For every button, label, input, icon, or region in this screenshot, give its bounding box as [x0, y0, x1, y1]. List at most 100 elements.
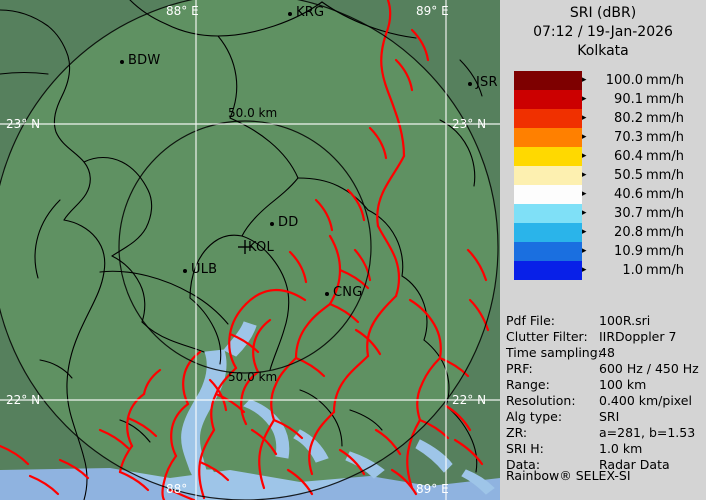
city-dot-jsr — [468, 82, 472, 86]
product-title-block: SRI (dBR) 07:12 / 19-Jan-2026 Kolkata — [500, 4, 706, 61]
metadata-value: a=281, b=1.53 — [599, 425, 696, 440]
legend-swatch-3 — [514, 128, 582, 147]
metadata-table: Pdf File: 100R.sri Clutter Filter: IIRDoppl… — [506, 313, 706, 473]
legend-swatch-6 — [514, 185, 582, 204]
legend-unit: mm/h — [646, 225, 684, 240]
lon-label-bottom-89e: 89° E — [416, 482, 449, 496]
metadata-key: Pdf File: — [506, 313, 555, 328]
legend-tick-5: ▸ 50.5 mm/h — [582, 166, 684, 185]
legend-arrow-icon: ▸ — [582, 227, 587, 237]
range-ring-100km — [0, 0, 499, 500]
legend-arrow-icon: ▸ — [582, 113, 587, 123]
metadata-value: 100 km — [599, 377, 647, 392]
metadata-row: Alg type: SRI — [506, 409, 706, 425]
legend-unit: mm/h — [646, 92, 684, 107]
legend-swatch-9 — [514, 242, 582, 261]
city-dot-bdw — [120, 60, 124, 64]
city-label-krg: KRG — [296, 5, 325, 20]
metadata-key: Time sampling: — [506, 345, 602, 360]
legend-unit: mm/h — [646, 168, 684, 183]
legend-tick-9: ▸ 10.9 mm/h — [582, 242, 684, 261]
city-label-ulb: ULB — [191, 262, 218, 277]
city-dot-cng — [325, 292, 329, 296]
metadata-value: IIRDoppler 7 — [599, 329, 677, 344]
legend-arrow-icon: ▸ — [582, 246, 587, 256]
metadata-key: SRI H: — [506, 441, 544, 456]
lon-label-top-88e: 88° E — [166, 4, 199, 18]
lat-label-left-22n: 22° N — [6, 393, 41, 407]
legend-tick-2: ▸ 80.2 mm/h — [582, 109, 684, 128]
metadata-value: 1.0 km — [599, 441, 643, 456]
legend-swatch-10 — [514, 261, 582, 280]
lat-label-right-23n: 23° N — [452, 117, 487, 131]
legend-arrow-icon: ▸ — [582, 189, 587, 199]
product-station: Kolkata — [577, 43, 629, 59]
metadata-key: Alg type: — [506, 409, 563, 424]
city-dot-krg — [288, 12, 292, 16]
radar-map-panel[interactable]: KRG BDW JSR DD KOL ULB CNG 88° E 89° E 2… — [0, 0, 500, 500]
metadata-key: Range: — [506, 377, 550, 392]
radar-site-marker — [238, 240, 252, 254]
legend-unit: mm/h — [646, 206, 684, 221]
legend-tick-10: ▸ 1.0 mm/h — [582, 261, 684, 280]
city-label-jsr: JSR — [476, 75, 498, 90]
legend-unit: mm/h — [646, 149, 684, 164]
metadata-value: SRI — [599, 409, 620, 424]
legend-arrow-icon: ▸ — [582, 170, 587, 180]
legend-tick-1: ▸ 90.1 mm/h — [582, 90, 684, 109]
legend-unit: mm/h — [646, 244, 684, 259]
lon-label-bottom-88: 88° — [166, 482, 188, 496]
legend-value: 60.4 — [614, 149, 643, 164]
legend-swatch-0 — [514, 71, 582, 90]
lon-label-top-89e: 89° E — [416, 4, 449, 18]
metadata-row: SRI H: 1.0 km — [506, 441, 706, 457]
city-dot-dd — [270, 222, 274, 226]
range-ring-label-outer: 50.0 km — [228, 370, 278, 384]
metadata-value: 600 Hz / 450 Hz — [599, 361, 699, 376]
product-name: SRI (dBR) — [569, 5, 637, 21]
legend-swatch-8 — [514, 223, 582, 242]
legend-value: 30.7 — [614, 206, 643, 221]
legend-tick-6: ▸ 40.6 mm/h — [582, 185, 684, 204]
legend-arrow-icon: ▸ — [582, 94, 587, 104]
radar-map-canvas — [0, 0, 500, 500]
range-ring-label-inner: 50.0 km — [228, 106, 278, 120]
city-dot-ulb — [183, 269, 187, 273]
metadata-value: 0.400 km/pixel — [599, 393, 692, 408]
legend-value: 90.1 — [614, 92, 643, 107]
city-label-cng: CNG — [333, 285, 363, 300]
legend-colorbar — [514, 71, 582, 280]
legend-unit: mm/h — [646, 130, 684, 145]
legend-unit: mm/h — [646, 187, 684, 202]
city-label-bdw: BDW — [128, 53, 161, 68]
legend-tick-0: ▸ 100.0 mm/h — [582, 71, 684, 90]
metadata-row: Clutter Filter: IIRDoppler 7 — [506, 329, 706, 345]
city-label-dd: DD — [278, 215, 299, 230]
legend-swatch-4 — [514, 147, 582, 166]
product-timestamp: 07:12 / 19-Jan-2026 — [533, 24, 673, 40]
legend-value: 100.0 — [605, 73, 643, 88]
legend-unit: mm/h — [646, 73, 684, 88]
legend-arrow-icon: ▸ — [582, 75, 587, 85]
legend-swatch-5 — [514, 166, 582, 185]
legend-swatch-2 — [514, 109, 582, 128]
metadata-row: Resolution: 0.400 km/pixel — [506, 393, 706, 409]
legend-value: 80.2 — [614, 111, 643, 126]
legend-tick-list: ▸ 100.0 mm/h ▸ 90.1 mm/h ▸ 80.2 mm/h ▸ 70.3 mm/h ▸ 60… — [582, 71, 702, 280]
city-label-kol: KOL — [248, 240, 274, 255]
legend-arrow-icon: ▸ — [582, 208, 587, 218]
metadata-row: PRF: 600 Hz / 450 Hz — [506, 361, 706, 377]
metadata-row: Time sampling:48 — [506, 345, 706, 361]
metadata-key: Clutter Filter: — [506, 329, 588, 344]
metadata-row: ZR: a=281, b=1.53 — [506, 425, 706, 441]
legend-tick-3: ▸ 70.3 mm/h — [582, 128, 684, 147]
metadata-value: Radar Data — [599, 457, 670, 472]
legend-value: 50.5 — [614, 168, 643, 183]
metadata-row: Pdf File: 100R.sri — [506, 313, 706, 329]
legend-tick-4: ▸ 60.4 mm/h — [582, 147, 684, 166]
lat-label-right-22n: 22° N — [452, 393, 487, 407]
legend-swatch-7 — [514, 204, 582, 223]
legend-value: 70.3 — [614, 130, 643, 145]
legend-arrow-icon: ▸ — [582, 265, 587, 275]
